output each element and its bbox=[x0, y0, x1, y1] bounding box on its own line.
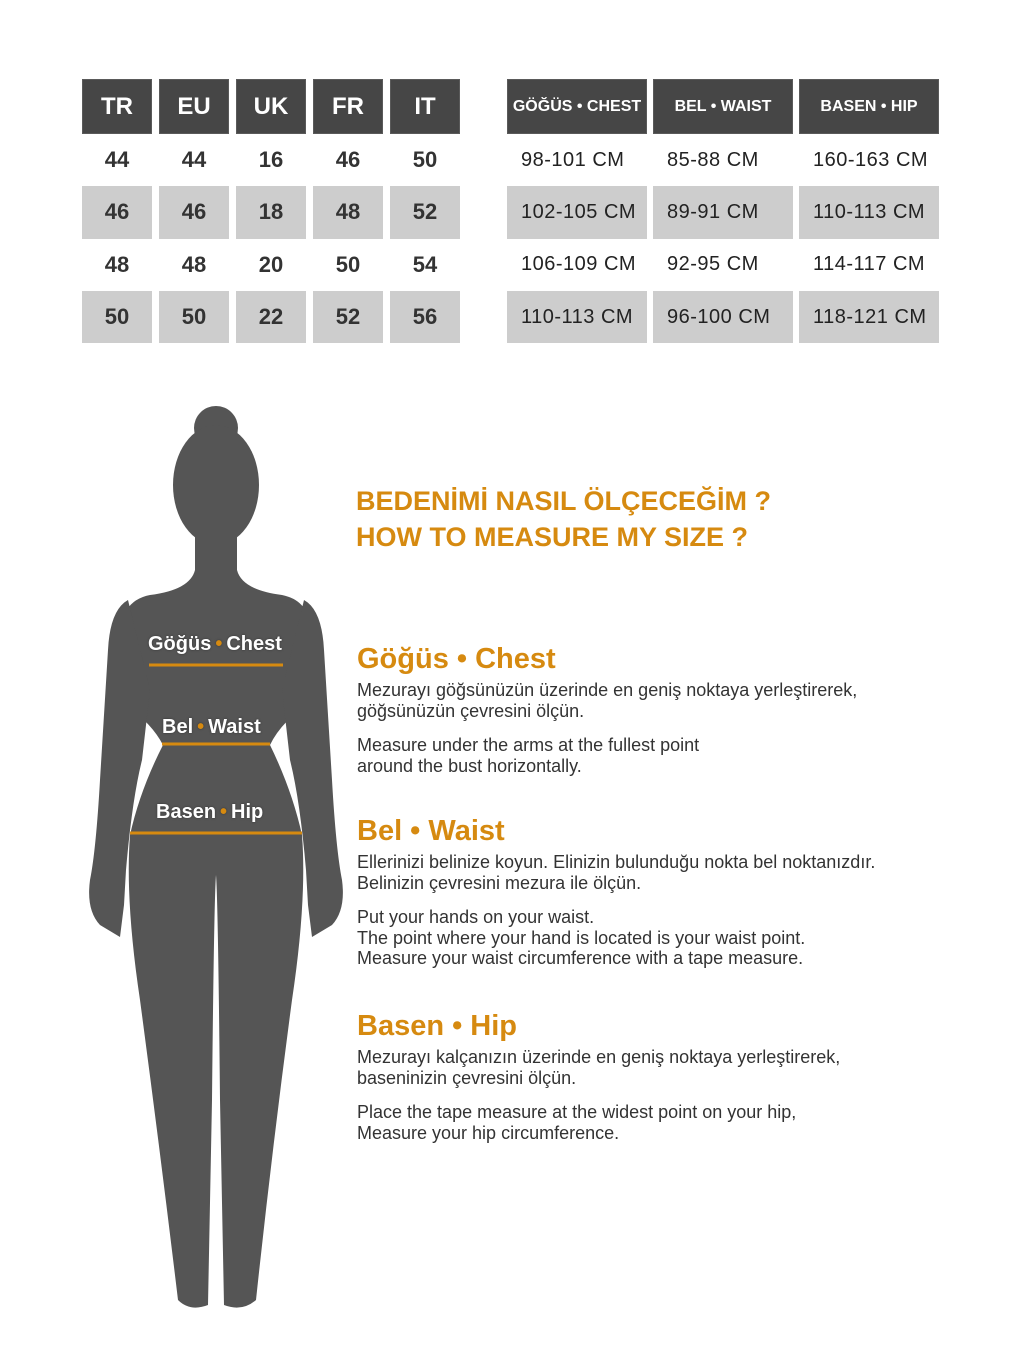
table-cell: 46 bbox=[335, 147, 361, 173]
bullet-dot: • bbox=[220, 801, 228, 823]
table-cell: 114-117 CM bbox=[813, 253, 926, 276]
hip-label: Basen • Hip bbox=[156, 801, 263, 824]
column-header: TR bbox=[82, 79, 152, 134]
section-heading: Göğüs • Chest bbox=[357, 643, 556, 675]
table-cell: 44 bbox=[104, 147, 130, 173]
section-hip: Basen • Hip Mezurayı kalçanızın üzerinde… bbox=[357, 1010, 997, 1157]
section-text-tr: Mezurayı göğsünüzün üzerinde en geniş no… bbox=[357, 680, 858, 721]
table-cell: 160-163 CM bbox=[813, 148, 929, 171]
column-header: FR bbox=[313, 79, 383, 134]
size-conversion-table: TR EU UK FR IT 44 44 16 46 50 46 46 18 48 52 48 48 20 50 54… bbox=[82, 79, 460, 344]
table-cell: 92-95 CM bbox=[667, 253, 759, 276]
table-cell: 22 bbox=[236, 290, 306, 344]
table-cell: 50 bbox=[159, 290, 229, 344]
table-cell: 110-113 CM bbox=[799, 186, 939, 239]
table-cell: 52 bbox=[390, 186, 460, 239]
column-header: GÖĞÜS • CHEST bbox=[507, 79, 647, 134]
table-cell: 118-121 CM bbox=[799, 290, 939, 344]
table-cell: 46 bbox=[82, 186, 152, 239]
section-heading: Bel • Waist bbox=[357, 815, 505, 847]
section-text-tr: Mezurayı kalçanızın üzerinde en geniş no… bbox=[357, 1047, 841, 1088]
section-text-en: Put your hands on your waist. The point … bbox=[357, 907, 806, 968]
table-cell: 48 bbox=[104, 251, 130, 277]
table-cell: 52 bbox=[313, 290, 383, 344]
table-cell: 54 bbox=[412, 251, 438, 277]
section-text-en: Measure under the arms at the fullest po… bbox=[357, 735, 700, 776]
table-cell: 46 bbox=[159, 186, 229, 239]
table-cell: 106-109 CM bbox=[521, 253, 637, 276]
table-cell: 16 bbox=[258, 147, 284, 173]
table-cell: 50 bbox=[412, 147, 438, 173]
bullet-dot: • bbox=[215, 633, 223, 655]
chest-label-en: Chest bbox=[226, 633, 282, 655]
table-cell: 96-100 CM bbox=[653, 290, 793, 344]
title-en: HOW TO MEASURE MY SIZE ? bbox=[356, 522, 749, 552]
table-cell: 18 bbox=[236, 186, 306, 239]
section-heading: Basen • Hip bbox=[357, 1010, 518, 1042]
bullet-dot: • bbox=[197, 716, 205, 738]
column-header: EU bbox=[159, 79, 229, 134]
waist-label-tr: Bel bbox=[162, 716, 194, 738]
table-cell: 85-88 CM bbox=[667, 148, 759, 171]
waist-label: Bel • Waist bbox=[162, 716, 261, 739]
table-cell: 98-101 CM bbox=[521, 148, 625, 171]
chest-label-tr: Göğüs bbox=[148, 633, 212, 655]
table-cell: 20 bbox=[258, 251, 284, 277]
title-tr: BEDENİMİ NASIL ÖLÇECEĞİM ? bbox=[356, 486, 772, 516]
section-chest: Göğüs • Chest Mezurayı göğsünüzün üzerin… bbox=[357, 643, 997, 790]
table-cell: 44 bbox=[181, 147, 207, 173]
column-header: IT bbox=[390, 79, 460, 134]
table-cell: 50 bbox=[335, 251, 361, 277]
table-cell: 102-105 CM bbox=[507, 186, 647, 239]
table-cell: 89-91 CM bbox=[653, 186, 793, 239]
table-cell: 48 bbox=[181, 251, 207, 277]
section-waist: Bel • Waist Ellerinizi belinize koyun. E… bbox=[357, 815, 997, 983]
column-header: BEL • WAIST bbox=[653, 79, 793, 134]
table-cell: 48 bbox=[313, 186, 383, 239]
table-cell: 50 bbox=[82, 290, 152, 344]
column-header: UK bbox=[236, 79, 306, 134]
section-text-en: Place the tape measure at the widest poi… bbox=[357, 1102, 797, 1143]
table-cell: 110-113 CM bbox=[507, 290, 647, 344]
hip-label-en: Hip bbox=[231, 801, 264, 823]
column-header: BASEN • HIP bbox=[799, 79, 939, 134]
hip-label-tr: Basen bbox=[156, 801, 217, 823]
chest-label: Göğüs • Chest bbox=[148, 633, 282, 656]
waist-label-en: Waist bbox=[208, 716, 261, 738]
table-cell: 56 bbox=[390, 290, 460, 344]
section-text-tr: Ellerinizi belinize koyun. Elinizin bulu… bbox=[357, 852, 876, 893]
measurement-table: GÖĞÜS • CHEST BEL • WAIST BASEN • HIP 98-10… bbox=[507, 79, 939, 344]
